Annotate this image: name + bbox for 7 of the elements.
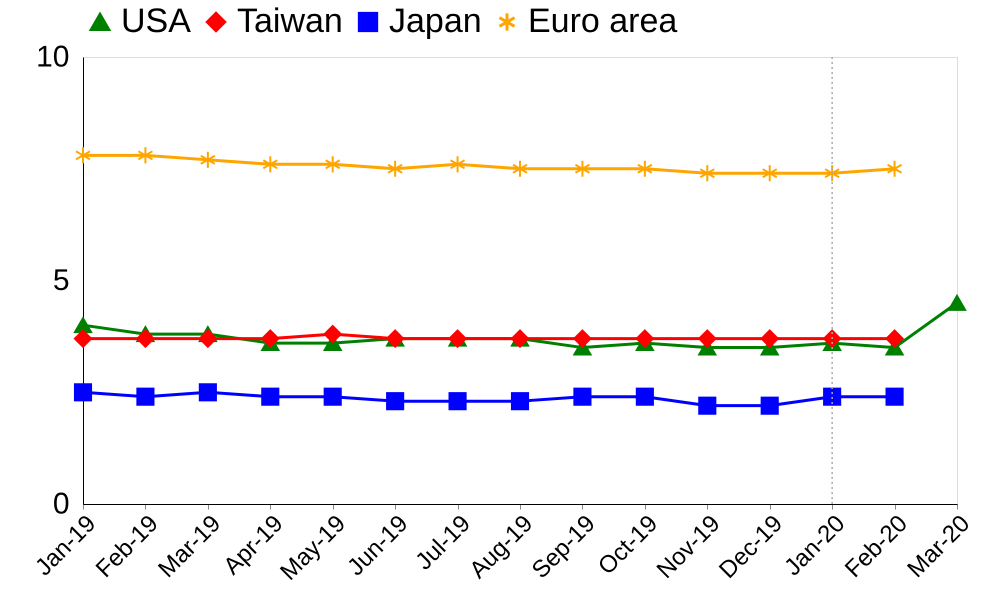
y-tick-label: 0 [52, 488, 70, 520]
legend-label: Taiwan [237, 2, 343, 40]
y-tick-label: 10 [36, 40, 70, 74]
legend-label: Japan [389, 2, 482, 40]
legend-label: USA [121, 2, 192, 40]
y-tick-label: 5 [52, 264, 70, 297]
legend-label: Euro area [528, 2, 678, 40]
